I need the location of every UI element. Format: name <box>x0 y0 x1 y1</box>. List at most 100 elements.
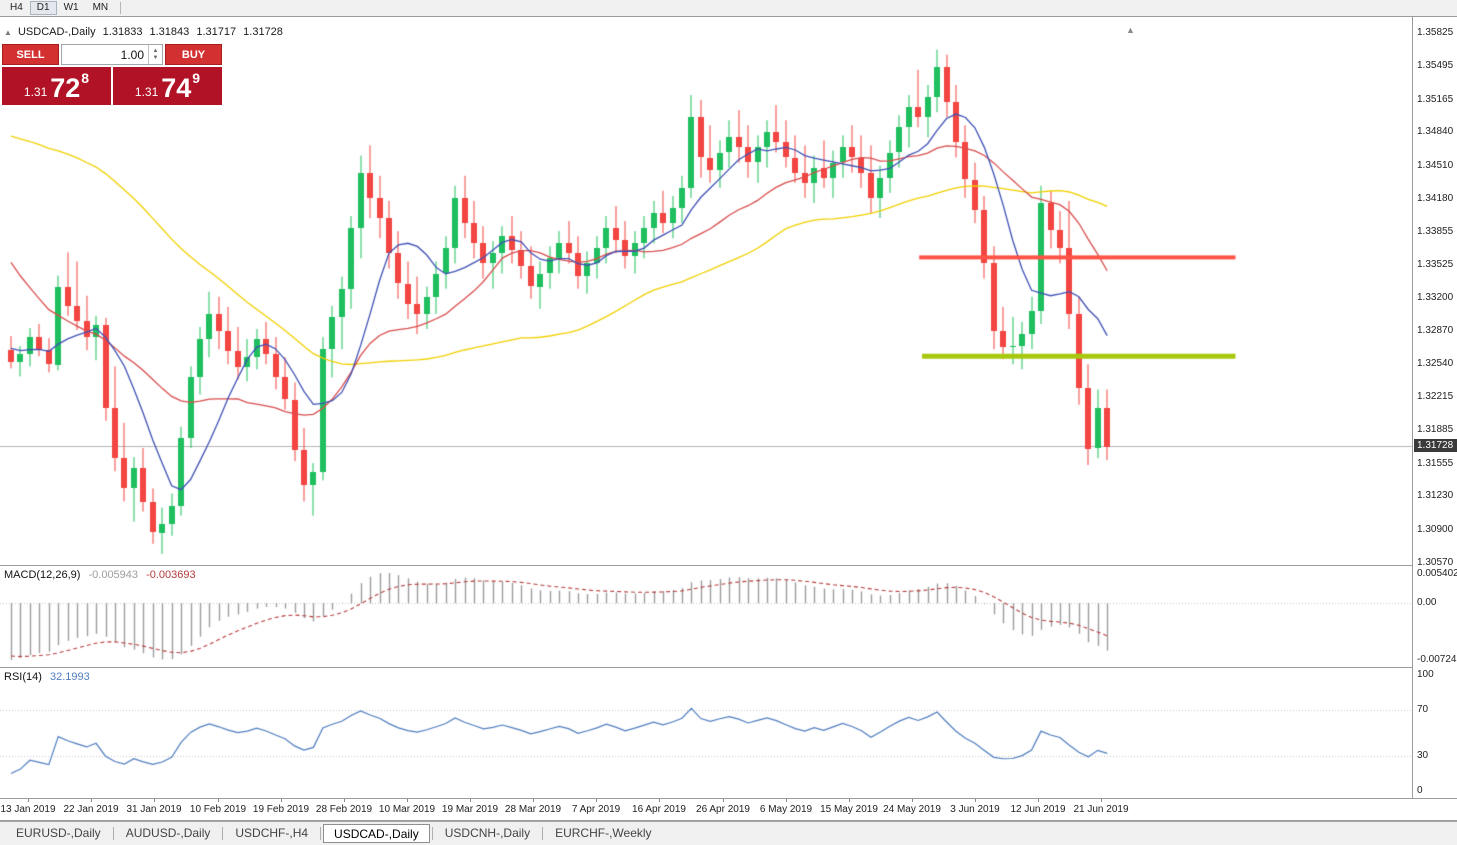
toolbar-separator <box>120 2 122 14</box>
date-tick <box>849 799 850 802</box>
chart-shift-marker-icon[interactable]: ▲ <box>1126 25 1135 35</box>
date-label: 16 Apr 2019 <box>632 804 686 815</box>
date-tick <box>407 799 408 802</box>
panel-separator[interactable] <box>0 565 1457 566</box>
rsi-name: RSI(14) <box>4 671 42 683</box>
chart-tab-eurchf[interactable]: EURCHF-,Weekly <box>555 826 652 840</box>
price-axis-label: 1.32215 <box>1417 391 1454 403</box>
rsi-axis-label: 0 <box>1417 785 1423 796</box>
buy-button[interactable]: BUY <box>165 44 222 65</box>
ohlc-open: 1.31833 <box>102 26 143 38</box>
rsi-canvas[interactable] <box>0 668 1412 798</box>
volume-spinner[interactable]: ▲ ▼ <box>148 45 162 64</box>
date-tick <box>786 799 787 802</box>
price-axis-label: 1.33200 <box>1417 291 1454 303</box>
price-axis-label: 1.30570 <box>1417 557 1454 568</box>
date-tick <box>1038 799 1039 802</box>
volume-value: 1.00 <box>120 47 144 62</box>
volume-field[interactable]: 1.00 ▲ ▼ <box>61 44 163 65</box>
macd-axis-label: 0.005402 <box>1417 568 1457 579</box>
sell-price-display[interactable]: 1.31 72 8 <box>2 67 111 105</box>
macd-label: MACD(12,26,9) -0.005943 -0.003693 <box>4 569 196 581</box>
chart-tab-usdcnh[interactable]: USDCNH-,Daily <box>444 826 531 840</box>
date-label: 31 Jan 2019 <box>126 804 182 815</box>
macd-axis-label: -0.007243 <box>1417 654 1457 665</box>
date-label: 10 Feb 2019 <box>189 804 247 815</box>
macd-signal-value: -0.003693 <box>146 569 196 581</box>
date-label: 24 May 2019 <box>883 804 941 815</box>
timeframe-buttons: H4 D1 W1 MN <box>3 1 115 15</box>
sell-button[interactable]: SELL <box>2 44 59 65</box>
date-label: 3 Jun 2019 <box>950 804 1000 815</box>
price-axis-label: 1.31885 <box>1417 424 1454 436</box>
price-axis-label: 1.33525 <box>1417 258 1454 270</box>
date-tick <box>659 799 660 802</box>
ohlc-low: 1.31717 <box>196 26 237 38</box>
date-label: 28 Feb 2019 <box>315 804 373 815</box>
chart-symbol-period: USDCAD-,Daily <box>17 26 96 38</box>
date-tick <box>470 799 471 802</box>
chart-tab-bar: EURUSD-,Daily AUDUSD-,Daily USDCHF-,H4 USDC… <box>0 821 1457 845</box>
date-tick <box>28 799 29 802</box>
chart-title: ▲ USDCAD-,Daily 1.31833 1.31843 1.31717 … <box>4 26 287 38</box>
one-click-collapse-icon[interactable]: ▲ <box>4 28 12 37</box>
date-axis[interactable]: 13 Jan 2019 22 Jan 2019 31 Jan 2019 10 Feb … <box>0 799 1412 820</box>
price-axis-label: 1.31230 <box>1417 490 1454 502</box>
macd-axis-label: 0.00 <box>1417 597 1437 609</box>
price-chart-canvas[interactable] <box>0 17 1412 565</box>
timeframe-button-w1[interactable]: W1 <box>57 1 86 15</box>
date-label: 6 May 2019 <box>759 804 813 815</box>
date-label: 12 Jun 2019 <box>1010 804 1066 815</box>
date-label: 13 Jan 2019 <box>0 804 56 815</box>
date-label: 26 Apr 2019 <box>696 804 750 815</box>
price-axis-label: 1.30900 <box>1417 523 1454 535</box>
price-axis-label: 1.35825 <box>1417 27 1454 38</box>
chart-tab-audusd[interactable]: AUDUSD-,Daily <box>125 826 211 840</box>
timeframe-button-d1[interactable]: D1 <box>29 1 57 15</box>
date-tick <box>344 799 345 802</box>
chart-tab-usdchf[interactable]: USDCHF-,H4 <box>235 826 309 840</box>
tab-separator <box>112 827 114 840</box>
price-axis[interactable]: 1.31728 1.35825 1.35495 1.35165 1.34840 1.34… <box>1412 17 1457 798</box>
date-label: 19 Mar 2019 <box>441 804 499 815</box>
buy-price-prefix: 1.31 <box>134 85 159 99</box>
price-axis-label: 1.32540 <box>1417 358 1454 370</box>
chart-tab-usdcad[interactable]: USDCAD-,Daily <box>323 824 430 843</box>
macd-canvas[interactable] <box>0 566 1412 667</box>
panel-separator[interactable] <box>0 667 1457 668</box>
chart-tab-eurusd[interactable]: EURUSD-,Daily <box>16 826 101 840</box>
price-axis-label: 1.35165 <box>1417 93 1454 105</box>
rsi-axis-label: 30 <box>1417 750 1429 762</box>
price-axis-label: 1.34510 <box>1417 159 1454 171</box>
rsi-value: 32.1993 <box>49 671 90 683</box>
sell-price-big: 72 <box>50 73 81 103</box>
price-axis-label: 1.35495 <box>1417 60 1454 72</box>
timeframe-button-h4[interactable]: H4 <box>3 1 30 15</box>
date-label: 21 Jun 2019 <box>1073 804 1129 815</box>
current-price-tag: 1.31728 <box>1414 439 1457 453</box>
date-tick <box>596 799 597 802</box>
buy-price-display[interactable]: 1.31 74 9 <box>113 67 222 105</box>
spinner-down-icon[interactable]: ▼ <box>152 54 159 61</box>
tab-separator <box>542 827 544 840</box>
price-axis-label: 1.34180 <box>1417 192 1454 204</box>
tab-separator <box>320 827 322 840</box>
ohlc-close: 1.31728 <box>243 26 283 38</box>
macd-name: MACD(12,26,9) <box>4 569 81 581</box>
panel-separator <box>0 798 1457 799</box>
date-label: 7 Apr 2019 <box>571 804 621 815</box>
date-tick <box>533 799 534 802</box>
price-axis-label: 1.33855 <box>1417 225 1454 237</box>
date-tick <box>281 799 282 802</box>
date-label: 19 Feb 2019 <box>252 804 310 815</box>
tab-separator <box>222 827 224 840</box>
rsi-axis-label: 70 <box>1417 703 1429 715</box>
date-tick <box>218 799 219 802</box>
spinner-up-icon[interactable]: ▲ <box>152 47 159 54</box>
ohlc-high: 1.31843 <box>149 26 190 38</box>
date-label: 15 May 2019 <box>820 804 878 815</box>
date-tick <box>1101 799 1102 802</box>
macd-indicator-panel: MACD(12,26,9) -0.005943 -0.003693 <box>0 566 1412 667</box>
timeframe-button-mn[interactable]: MN <box>86 1 116 15</box>
